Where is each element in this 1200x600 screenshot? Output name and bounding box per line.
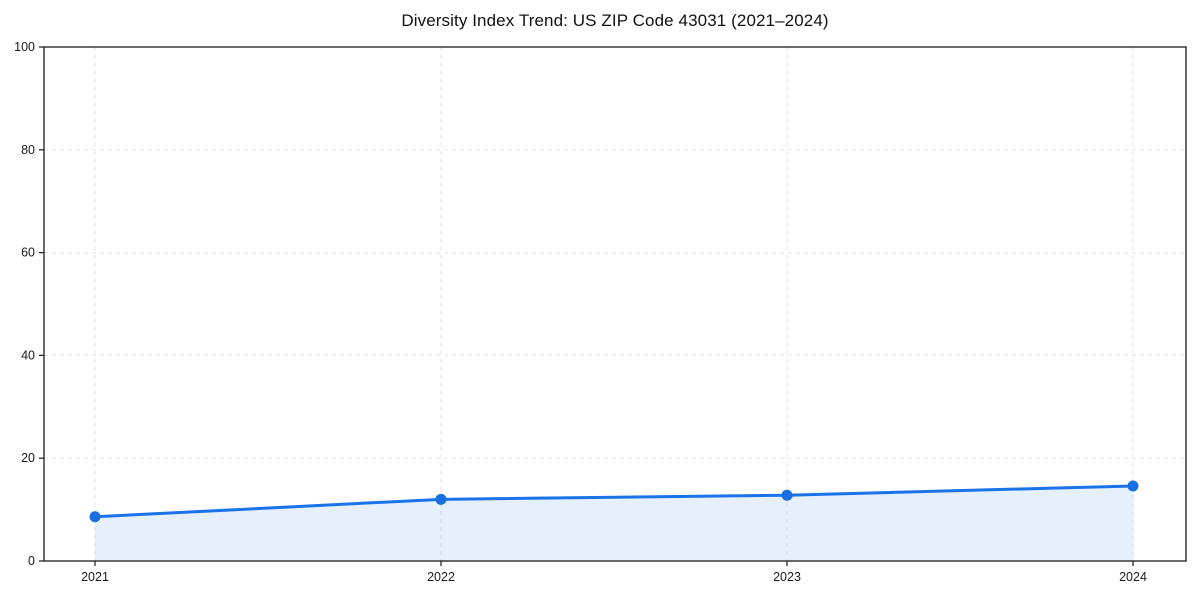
- plot-frame: [43, 46, 1187, 562]
- data-point: [1127, 480, 1139, 492]
- y-tick-label: 80: [21, 143, 35, 157]
- y-tick-label: 20: [21, 451, 35, 465]
- data-point: [781, 489, 793, 501]
- x-tick-label: 2023: [773, 570, 801, 584]
- y-tick-label: 60: [21, 246, 35, 260]
- x-tick-label: 2024: [1119, 570, 1147, 584]
- y-tick-label: 40: [21, 348, 35, 362]
- chart-title: Diversity Index Trend: US ZIP Code 43031…: [401, 11, 829, 30]
- data-point: [89, 511, 101, 523]
- data-point: [435, 493, 447, 505]
- y-tick-label: 0: [28, 554, 35, 568]
- x-tick-label: 2021: [81, 570, 109, 584]
- trend-line: [93, 484, 1135, 519]
- x-tick-label: 2022: [427, 570, 455, 584]
- y-tick-label: 100: [14, 40, 35, 54]
